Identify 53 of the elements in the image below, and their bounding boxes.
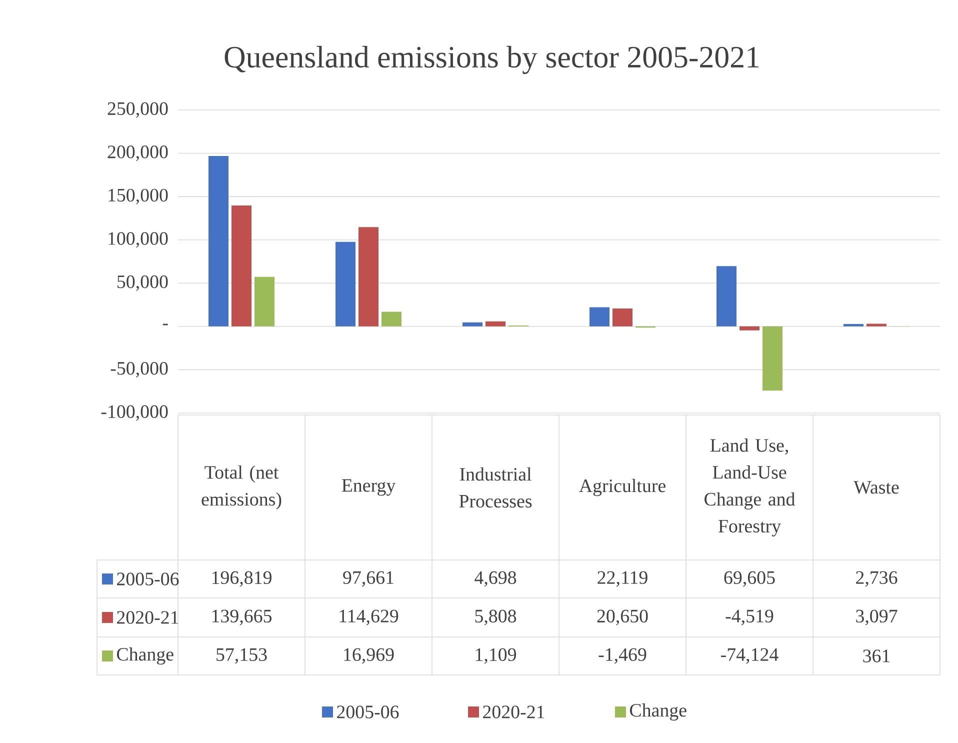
data-label: -74,124 bbox=[721, 648, 778, 664]
bar bbox=[740, 326, 760, 330]
legend-label: Change bbox=[116, 647, 174, 665]
bar bbox=[612, 308, 633, 326]
bar bbox=[208, 156, 229, 326]
x-tick-label: Waste bbox=[854, 481, 899, 494]
bar bbox=[382, 312, 402, 326]
y-tick-label: 250,000 bbox=[108, 102, 168, 118]
y-tick-label: - bbox=[162, 324, 168, 326]
data-label: 97,661 bbox=[343, 571, 394, 587]
text: 2020-21 bbox=[483, 706, 544, 718]
bar bbox=[716, 266, 737, 326]
text: 2005-06 bbox=[337, 706, 399, 718]
data-label: 3,097 bbox=[856, 610, 898, 626]
data-label: 2,736 bbox=[856, 571, 898, 587]
data-label: 16,969 bbox=[344, 648, 394, 664]
x-tick-label: Total (net emissions) bbox=[202, 465, 282, 510]
x-tick-label: Industrial Processes bbox=[459, 467, 532, 508]
data-label: 5,808 bbox=[475, 610, 516, 626]
y-tick-label: 100,000 bbox=[108, 232, 168, 248]
data-label: 22,119 bbox=[598, 571, 648, 587]
data-label: -1,469 bbox=[598, 648, 646, 664]
text: Change bbox=[630, 703, 686, 721]
data-label: 114,629 bbox=[340, 610, 398, 626]
data-label: -4,519 bbox=[726, 610, 774, 626]
y-tick-label: 200,000 bbox=[108, 146, 168, 162]
data-label: 361 bbox=[863, 650, 890, 662]
y-tick-label: 50,000 bbox=[118, 275, 168, 291]
legend-label: 2005-06 bbox=[117, 572, 179, 586]
y-tick-label: -100,000 bbox=[101, 405, 168, 421]
y-tick-label: 150,000 bbox=[108, 188, 168, 204]
bar bbox=[762, 326, 783, 391]
x-tick-label: Energy bbox=[342, 479, 396, 496]
data-label: 196,819 bbox=[212, 571, 272, 587]
data-label: 57,153 bbox=[216, 648, 267, 664]
bar bbox=[358, 227, 379, 326]
bar bbox=[462, 322, 483, 326]
data-label: 1,109 bbox=[476, 648, 516, 664]
bar bbox=[590, 307, 610, 326]
x-tick-label: Land Use, Land-Use Change and Forestry bbox=[704, 438, 796, 536]
y-tick-label: -50,000 bbox=[110, 362, 168, 378]
bar bbox=[486, 321, 506, 326]
data-label: 69,605 bbox=[724, 571, 775, 587]
bar bbox=[254, 276, 275, 326]
legend-label: 2020-21 bbox=[117, 611, 178, 624]
bar bbox=[866, 324, 887, 326]
data-label: 20,650 bbox=[597, 610, 648, 626]
bar bbox=[336, 242, 356, 326]
x-tick-label: Agriculture bbox=[579, 478, 666, 496]
data-label: 139,665 bbox=[212, 610, 272, 626]
chart-title: Queensland emissions by sector 2005-2021 bbox=[224, 46, 759, 74]
bar bbox=[232, 206, 252, 326]
data-label: 4,698 bbox=[474, 571, 516, 587]
